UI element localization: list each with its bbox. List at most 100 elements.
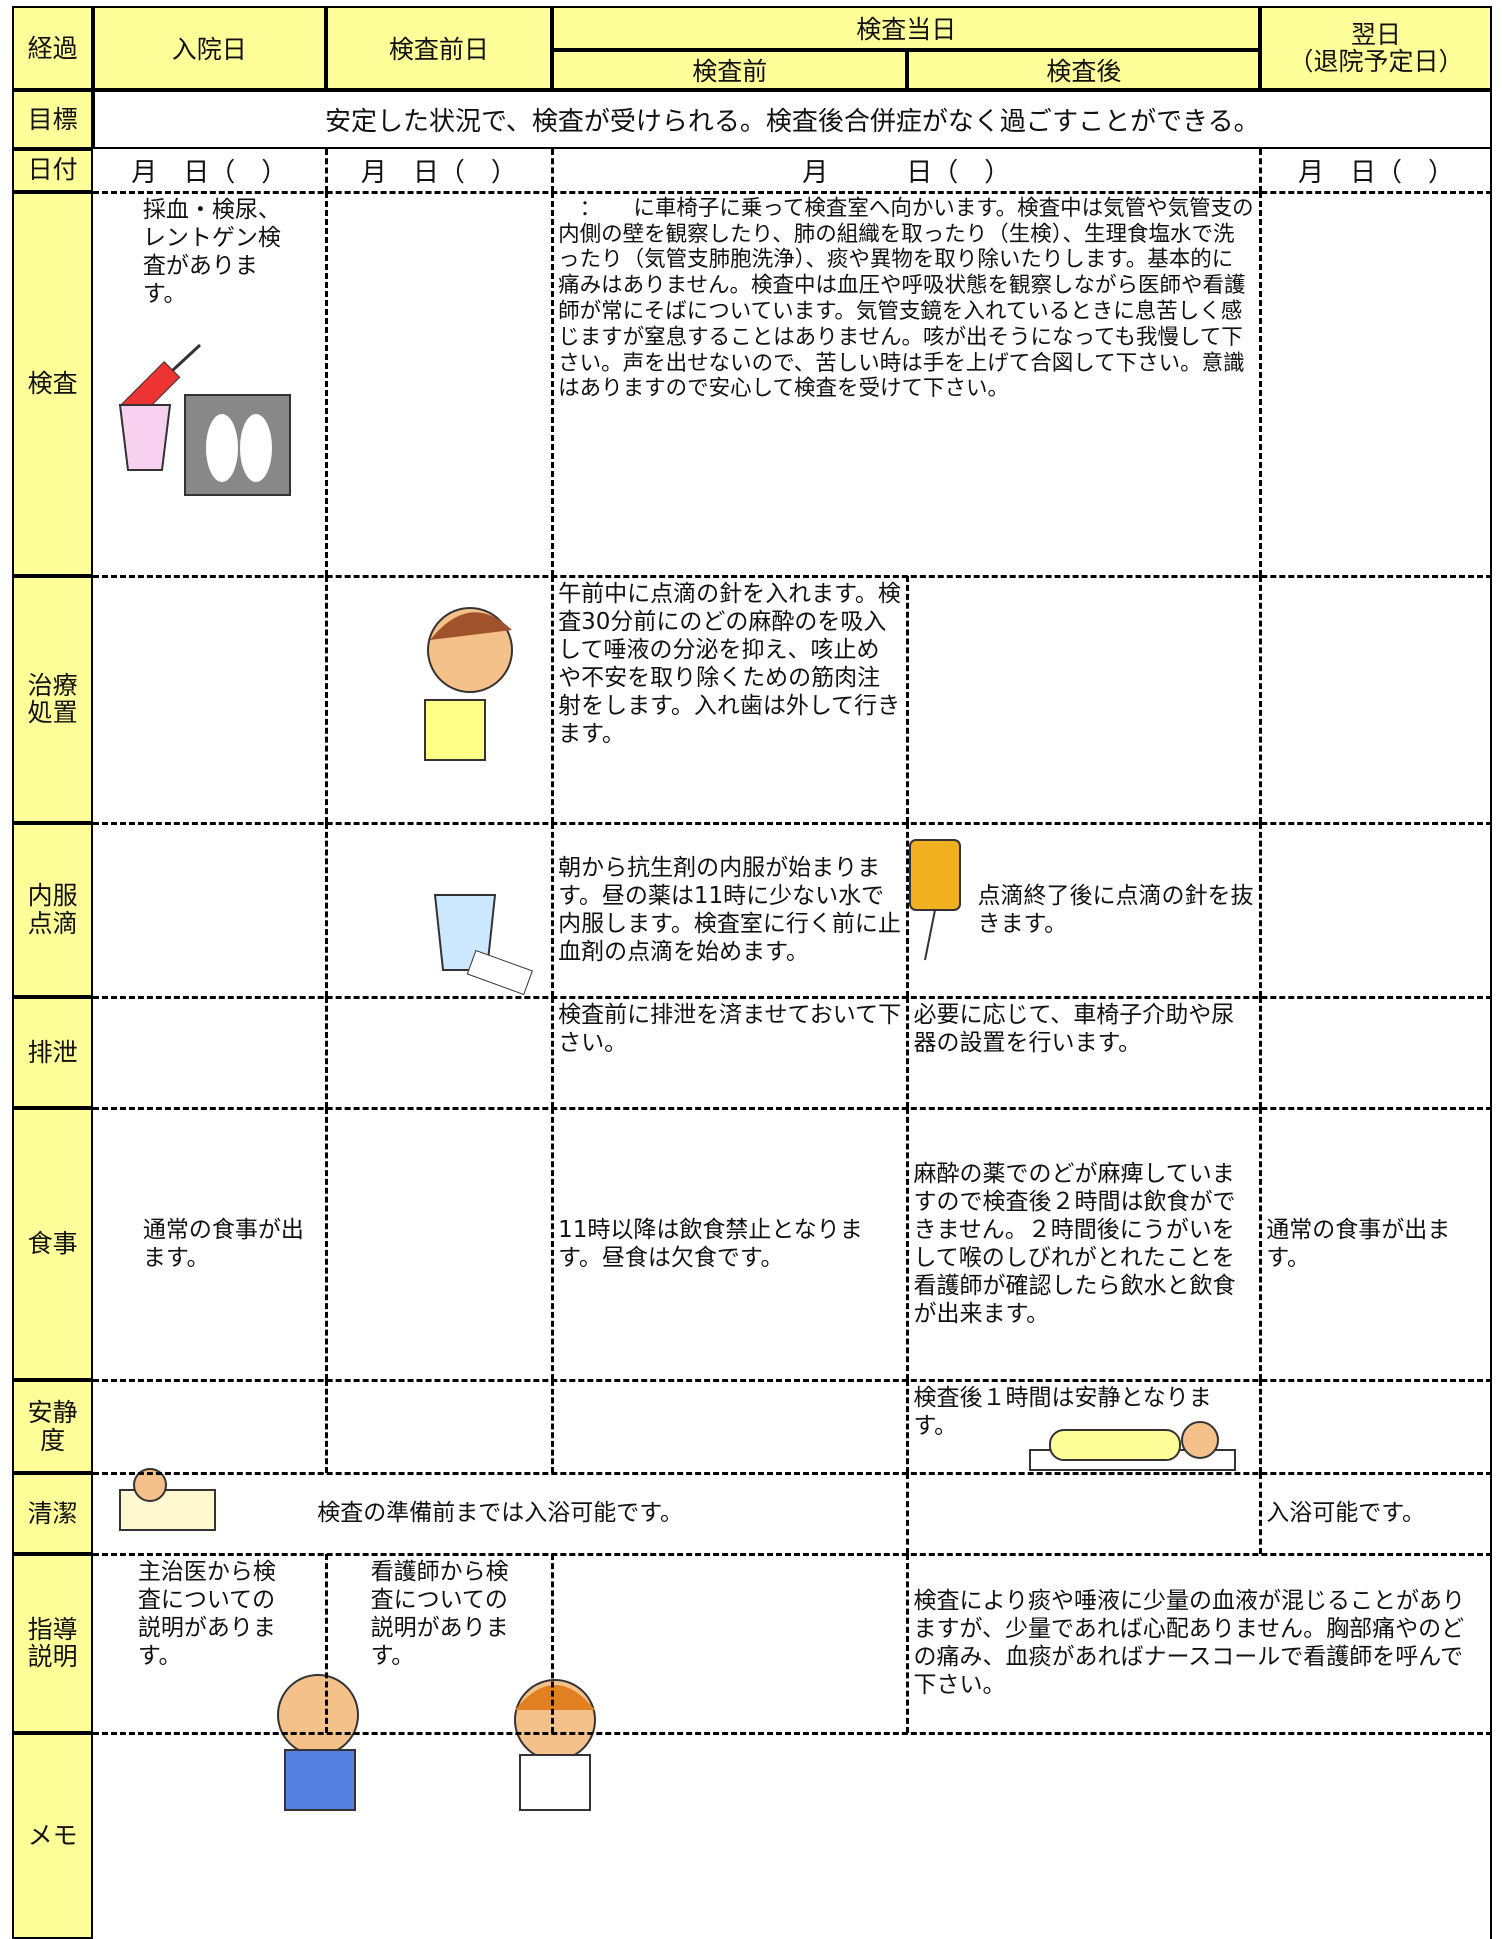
row-label: 検査 [12,191,93,576]
dashed-divider [92,574,1492,578]
dashed-divider [324,191,328,576]
nurse-icon [514,1679,596,1811]
table-frame [93,148,1492,1939]
header-progress: 経過 [12,6,93,91]
label-text: 食事 [27,1229,78,1259]
row-label: 内服点滴 [12,823,93,997]
dashed-divider [324,1380,328,1474]
dashed-divider [1259,1108,1263,1381]
dashed-divider [1259,191,1263,576]
cell-text: 通常の食事が出ます。 [142,1217,304,1272]
cell-text: 検査後１時間は安静となります。 [913,1385,1212,1440]
cell-text: 点滴終了後に点滴の針を抜きます。 [977,882,1254,937]
cell-text: 入浴可能です。 [1266,1500,1425,1527]
dashed-divider [906,1553,910,1734]
dashed-divider [92,1379,1492,1383]
dashed-divider [1259,1380,1263,1474]
dashed-divider [1259,575,1263,824]
header-admission: 入院日 [92,6,326,91]
cell-text: 午前中に点滴の針を入れます。検査30分前にのどの麻酔のを吸入して唾液の分泌を抑え… [558,580,901,747]
dashed-divider [551,191,555,576]
dashed-divider [551,575,555,824]
dashed-divider [92,995,1492,999]
dashed-divider [551,1380,555,1474]
label-text: 内服点滴 [27,881,78,938]
row-label: 食事 [12,1108,93,1381]
patient-icon [424,607,513,761]
label-text: 指導説明 [27,1614,78,1672]
dashed-divider [324,575,328,824]
dashed-divider [906,1473,910,1554]
dashed-divider [92,1472,1492,1476]
dashed-divider [906,575,910,824]
cell-text: 麻酔の薬でのどが麻痺していますので検査後２時間は飲食ができません。２時間後にうが… [913,1161,1236,1328]
header-day-before: 検査前日 [325,6,553,91]
cell-text: 採血・検尿、レントゲン検査があります。 [142,196,281,308]
dashed-divider [1259,823,1263,997]
row-label: 排泄 [12,996,93,1108]
label-text: 安静度 [27,1398,78,1455]
cell-text: 検査前に排泄を済ませておいて下さい。 [558,1001,902,1056]
row-label: 清潔 [12,1473,93,1554]
cell-text: 看護師から検査についての説明があります。 [370,1558,509,1669]
row-label: メモ [12,1733,93,1939]
cell-text: 主治医から検査についての説明があります。 [137,1558,276,1669]
date-cell: 月 日（ ） [1298,157,1455,188]
date-cell: 月 日（ ） [360,157,517,188]
label-text: 検査 [27,369,78,398]
dashed-divider [92,190,1492,194]
label-text: 日付 [27,155,78,185]
cell-text: 検査により痰や唾液に少量の血液が混じることがありますが、少量であれば心配ありませ… [913,1588,1465,1699]
dashed-divider [1259,1473,1263,1554]
dashed-divider [324,823,328,997]
dashed-divider [324,996,328,1108]
header-before: 検査前 [552,49,908,91]
label-text: 排泄 [27,1037,78,1067]
bath-icon [119,1468,216,1531]
date-cell: 月 日（ ） [131,157,288,188]
dashed-divider [906,996,910,1108]
dashed-divider [551,148,555,192]
row-label: 目標 [12,90,93,149]
header-after: 検査後 [907,49,1261,91]
cell-text: 必要に応じて、車椅子介助や尿器の設置を行います。 [913,1001,1235,1056]
dashed-divider [906,823,910,997]
label-text: メモ [27,1821,78,1851]
dashed-divider [324,1553,328,1734]
header-text: 翌日 [1351,19,1402,49]
dashed-divider [551,1553,555,1734]
row-label: 日付 [12,148,93,192]
cell-text: 検査の準備前までは入浴可能です。 [317,1500,683,1527]
row-label: 安静度 [12,1380,93,1474]
cell-text: 朝から抗生剤の内服が始まります。昼の薬は11時に少ない水で内服します。検査室に行… [558,854,901,965]
iv-bag-icon [909,839,961,961]
bed-icon [1029,1421,1236,1471]
dashed-divider [324,1108,328,1381]
dashed-divider [551,1108,555,1381]
water-glass-icon [433,894,533,996]
dashed-divider [551,996,555,1108]
dashed-divider [92,822,1492,826]
dashed-divider [92,1107,1492,1110]
header-exam-day: 検査当日 [552,6,1261,50]
label-text: 治療処置 [27,670,78,728]
header-next-day: 翌日 （退院予定日） [1260,6,1492,91]
cell-text: 11時以降は飲食禁止となります。昼食は欠食です。 [558,1217,863,1272]
cell-text: ： に車椅子に乗って検査室へ向かいます。検査中は気管や気管支の内側の壁を観察した… [558,195,1254,402]
date-cell: 月 日（ ） [802,157,1011,188]
dashed-divider [1259,148,1263,192]
dashed-divider [906,1380,910,1474]
dashed-divider [92,1552,1492,1556]
dashed-divider [551,823,555,997]
dashed-divider [1259,996,1263,1108]
row-label: 指導説明 [12,1553,93,1734]
cell-text: 通常の食事が出ます。 [1266,1217,1451,1272]
row-label: 治療処置 [12,575,93,824]
dashed-divider [324,148,328,192]
header-text: （退院予定日） [1288,47,1464,77]
dashed-divider [906,1108,910,1381]
label-text: 経過 [27,33,78,63]
xray-icon [184,394,291,496]
